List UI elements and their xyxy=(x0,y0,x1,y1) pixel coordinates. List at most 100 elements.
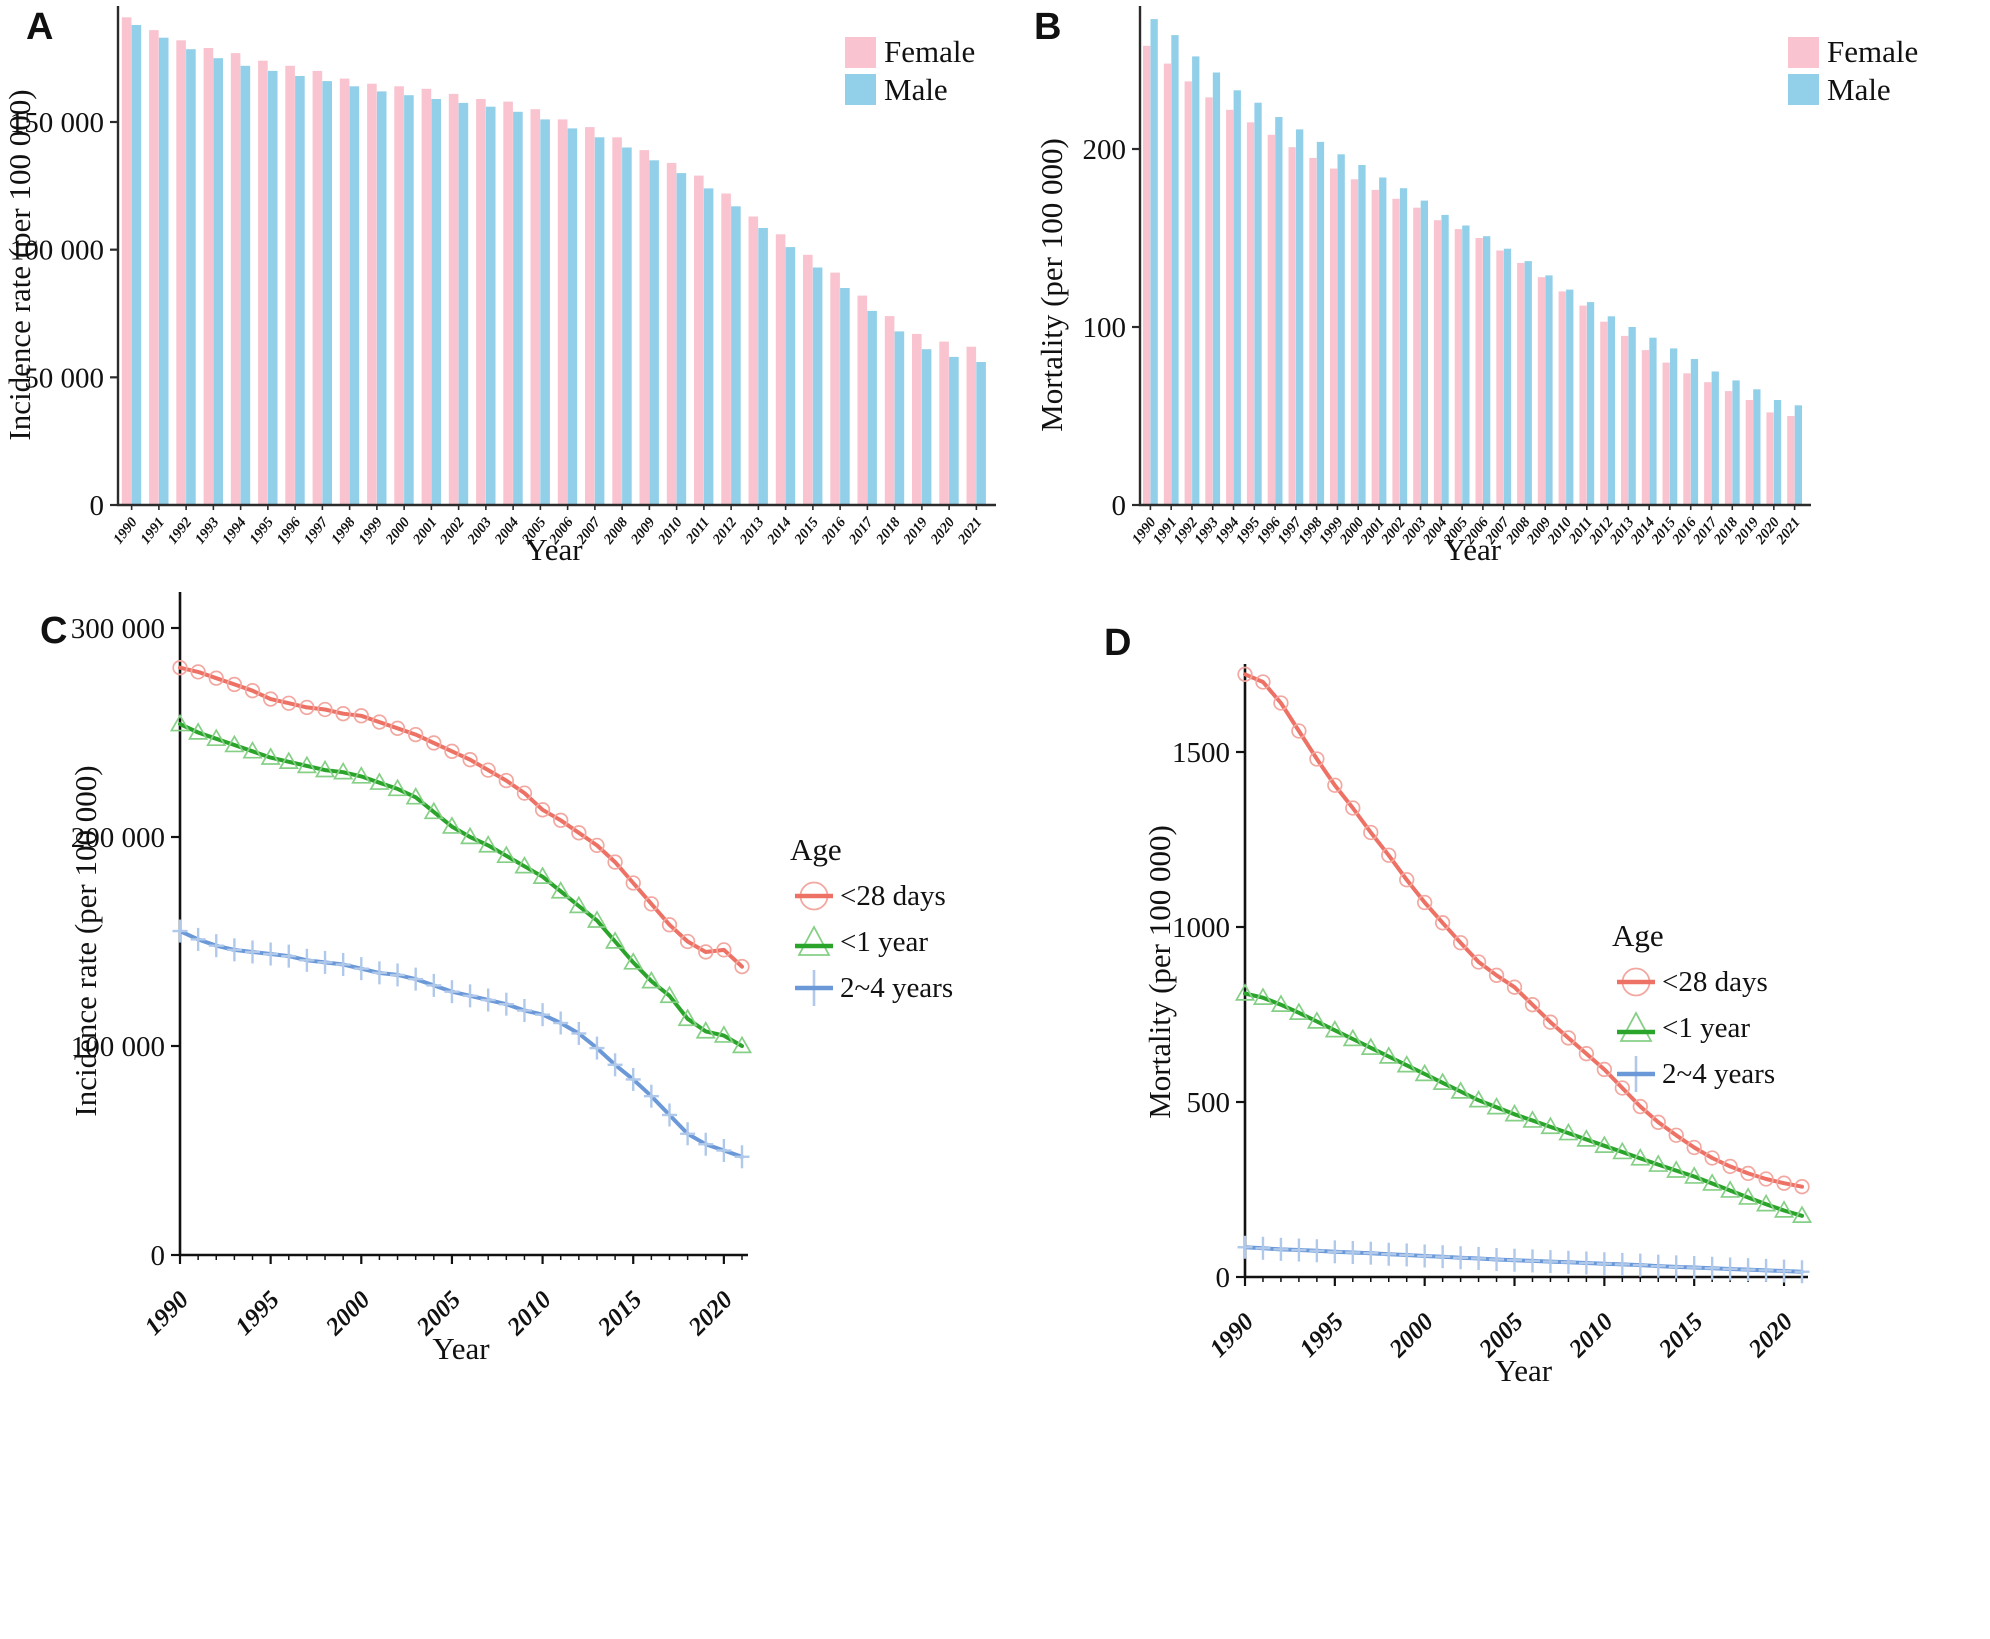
bar-female xyxy=(639,150,650,505)
x-tick-label: 2014 xyxy=(764,515,795,548)
x-tick-label: 2021 xyxy=(954,515,985,548)
circle-marker xyxy=(1560,1030,1577,1046)
bar-male xyxy=(213,58,223,505)
panel-label-a: A xyxy=(26,6,54,48)
x-tick-label: 2000 xyxy=(382,515,413,548)
circle-marker xyxy=(444,743,460,759)
legend-item-male: Male xyxy=(845,73,975,107)
x-tick-label: 2000 xyxy=(1384,1308,1440,1364)
circle-marker xyxy=(716,942,732,958)
triangle-marker xyxy=(1540,1116,1561,1135)
triangle-marker xyxy=(1306,1011,1327,1029)
bar-female xyxy=(1413,207,1421,505)
bar-male xyxy=(1462,225,1470,505)
y-axis-title: Incidence rate (per 100 000) xyxy=(2,89,37,440)
legend-label-male: Male xyxy=(1827,71,1891,107)
bar-male xyxy=(431,99,441,505)
x-tick-label: 2021 xyxy=(1773,515,1804,548)
y-tick-label: 100 xyxy=(1083,312,1127,344)
triangle-marker xyxy=(677,1008,698,1027)
triangle-marker xyxy=(1630,1148,1651,1166)
bar-female xyxy=(503,101,513,505)
triangle-marker xyxy=(1486,1096,1507,1115)
circle-marker xyxy=(335,706,351,722)
legend-item-28days: <28 days xyxy=(1612,962,1775,1002)
bar-female xyxy=(1163,63,1172,505)
bar-male xyxy=(404,95,414,505)
plus-marker-icon xyxy=(795,970,833,1006)
bar-female xyxy=(884,316,895,505)
bar-female xyxy=(1600,321,1608,505)
bar-female xyxy=(557,119,568,506)
y-tick-label: 1000 xyxy=(1172,912,1230,944)
circle-marker xyxy=(426,735,442,751)
triangle-marker xyxy=(550,881,571,899)
bar-female xyxy=(1621,335,1629,505)
bar-female xyxy=(121,17,132,506)
triangle-marker xyxy=(1360,1037,1381,1055)
triangle-glyph xyxy=(1619,1011,1653,1042)
x-tick-label: 2000 xyxy=(320,1286,376,1342)
bar-male xyxy=(703,188,714,505)
triangle-marker xyxy=(496,845,517,864)
plus-marker-icon xyxy=(1617,1056,1655,1092)
legend-label-2to4years: 2~4 years xyxy=(840,971,954,1004)
bar-female xyxy=(1246,122,1255,506)
triangle-marker xyxy=(423,801,444,820)
bar-female xyxy=(1724,391,1733,505)
y-tick-label: 200 xyxy=(1083,134,1127,166)
legend-panel-d: Age <28 days <1 year 2~4 years xyxy=(1612,918,1775,1100)
bar-male xyxy=(1316,141,1325,505)
bar-male xyxy=(1586,302,1595,505)
x-tick-label: 1990 xyxy=(140,1286,195,1341)
bar-male xyxy=(1379,177,1387,505)
legend-item-28days: <28 days xyxy=(790,876,953,916)
x-tick-label: 2015 xyxy=(1653,1308,1708,1363)
triangle-marker xyxy=(1648,1154,1669,1172)
triangle-marker xyxy=(1594,1135,1615,1153)
triangle-marker xyxy=(1612,1141,1633,1160)
y-tick-label: 100 000 xyxy=(10,235,104,267)
triangle-marker xyxy=(1666,1160,1687,1178)
series-line-plus xyxy=(178,929,744,1159)
triangle-marker xyxy=(1504,1103,1525,1122)
circle-marker xyxy=(1758,1171,1774,1187)
bar-male xyxy=(567,128,578,505)
circle-marker xyxy=(1452,935,1469,951)
bar-female xyxy=(721,193,731,505)
legend-label-1year: <1 year xyxy=(840,925,929,958)
bar-male xyxy=(1150,19,1158,505)
circle-marker xyxy=(516,785,533,801)
triangle-marker xyxy=(278,751,299,770)
triangle-marker xyxy=(695,1021,716,1039)
legend-item-2to4years: 2~4 years xyxy=(790,968,953,1008)
x-tick-label: 1996 xyxy=(274,514,305,547)
triangle-marker xyxy=(586,910,608,928)
bar-male xyxy=(1753,389,1761,505)
circle-marker xyxy=(571,825,587,841)
triangle-marker xyxy=(1252,987,1274,1005)
bar-male xyxy=(1503,248,1512,505)
bar-female xyxy=(830,272,840,505)
x-tick-label: 2020 xyxy=(927,515,958,548)
legend-title-age: Age xyxy=(1612,918,1664,953)
bar-male xyxy=(1566,289,1574,505)
bar-female xyxy=(1288,147,1296,505)
triangle-marker xyxy=(532,866,553,884)
triangle-marker xyxy=(514,855,535,874)
legend-item-2to4years: 2~4 years xyxy=(1612,1054,1775,1094)
bar-female xyxy=(1496,250,1504,505)
triangle-marker xyxy=(260,747,281,765)
bar-male xyxy=(1607,316,1615,505)
triangle-marker xyxy=(568,895,589,914)
y-tick-label: 150 000 xyxy=(10,107,104,139)
bar-male xyxy=(976,362,986,505)
bar-male xyxy=(840,288,850,505)
circle-marker xyxy=(226,676,243,693)
triangle-glyph xyxy=(797,925,831,956)
bar-female xyxy=(1558,291,1566,505)
bar-female xyxy=(421,88,432,506)
bar-male xyxy=(1296,129,1304,505)
triangle-marker xyxy=(1773,1200,1795,1218)
bar-male xyxy=(894,331,905,505)
